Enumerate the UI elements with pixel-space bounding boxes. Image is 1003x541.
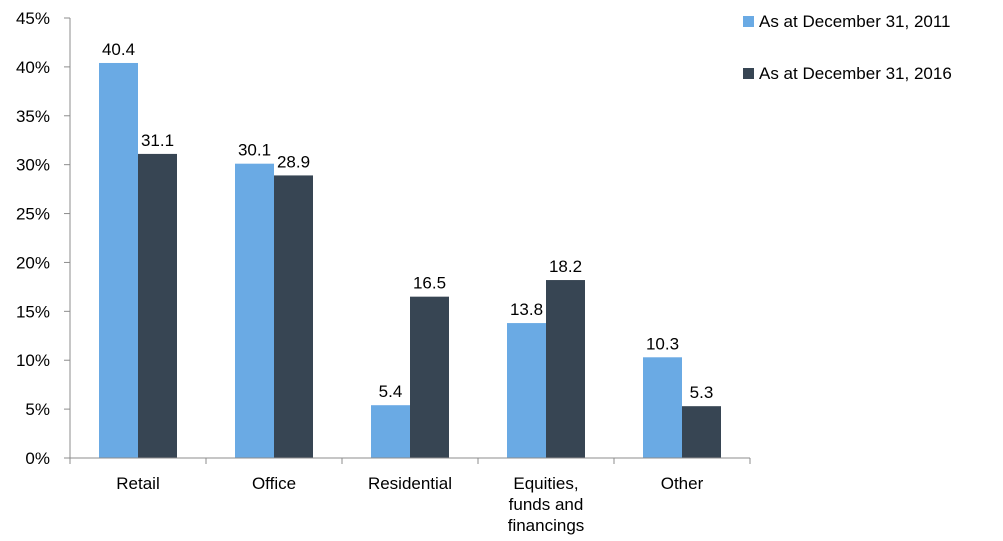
data-label: 13.8 bbox=[510, 300, 543, 319]
bar-2016 bbox=[410, 296, 449, 458]
legend-label: As at December 31, 2016 bbox=[759, 64, 952, 83]
data-label: 18.2 bbox=[549, 257, 582, 276]
data-label: 10.3 bbox=[646, 334, 679, 353]
y-tick-label: 30% bbox=[16, 156, 50, 175]
x-category-label: Residential bbox=[368, 474, 452, 493]
y-tick-label: 35% bbox=[16, 107, 50, 126]
y-tick-label: 20% bbox=[16, 253, 50, 272]
x-category-label: financings bbox=[508, 516, 585, 535]
legend: As at December 31, 2011 As at December 31… bbox=[743, 12, 952, 83]
y-tick-label: 5% bbox=[25, 400, 50, 419]
data-label: 31.1 bbox=[141, 131, 174, 150]
x-category-label: Retail bbox=[116, 474, 159, 493]
bar-2016 bbox=[546, 280, 585, 458]
legend-label: As at December 31, 2011 bbox=[759, 12, 951, 31]
value-labels: 40.4 31.1 30.1 28.9 5.4 16.5 13.8 18.2 10.3 5.3 bbox=[102, 40, 713, 402]
data-label: 5.3 bbox=[690, 383, 714, 402]
data-label: 40.4 bbox=[102, 40, 135, 59]
bar-2011 bbox=[371, 405, 410, 458]
legend-swatch bbox=[743, 16, 754, 27]
bar-2011 bbox=[507, 323, 546, 458]
bar-2016 bbox=[682, 406, 721, 458]
x-category-label: Other bbox=[661, 474, 704, 493]
bar-2016 bbox=[138, 153, 177, 458]
x-axis: Retail Office Residential Equities, funds an… bbox=[69, 457, 751, 535]
y-tick-label: 40% bbox=[16, 58, 50, 77]
legend-swatch bbox=[743, 68, 754, 79]
bar-2011 bbox=[235, 163, 274, 458]
bar-2011 bbox=[643, 357, 682, 458]
data-label: 16.5 bbox=[413, 274, 446, 293]
y-tick-label: 15% bbox=[16, 302, 50, 321]
x-category-label: Office bbox=[252, 474, 296, 493]
data-label: 28.9 bbox=[277, 152, 310, 171]
x-category-label: funds and bbox=[509, 495, 584, 514]
x-category-label: Equities, bbox=[513, 474, 578, 493]
y-tick-label: 10% bbox=[16, 351, 50, 370]
y-tick-label: 0% bbox=[25, 449, 50, 468]
bars bbox=[99, 62, 721, 458]
data-label: 5.4 bbox=[379, 382, 403, 401]
y-tick-label: 25% bbox=[16, 205, 50, 224]
data-label: 30.1 bbox=[238, 141, 271, 160]
y-axis: 0% 5% 10% 15% 20% 25% 30% 35% 40% 45% bbox=[16, 9, 71, 468]
bar-2016 bbox=[274, 175, 313, 458]
y-tick-label: 45% bbox=[16, 9, 50, 28]
bar-2011 bbox=[99, 62, 138, 458]
